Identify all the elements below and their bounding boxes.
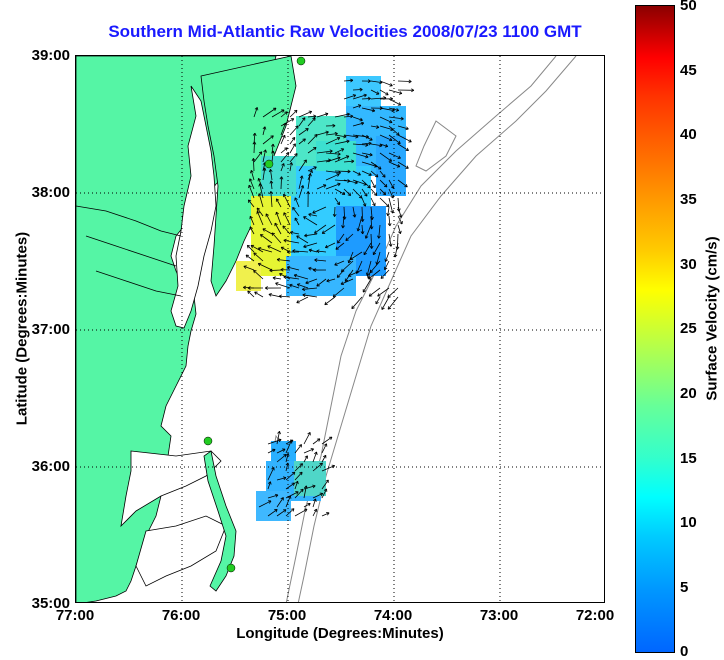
velocity-arrow	[325, 297, 335, 305]
colorbar-tick-label: 35	[680, 191, 697, 208]
y-tick-label: 37:00	[0, 321, 70, 338]
y-tick-label: 36:00	[0, 458, 70, 475]
velocity-arrow	[363, 279, 371, 292]
x-tick-label: 76:00	[151, 607, 211, 624]
colorbar	[635, 5, 675, 653]
velocity-arrow	[378, 288, 389, 296]
velocity-arrow	[388, 288, 398, 297]
colorbar-tick-label: 20	[680, 385, 697, 402]
velocity-arrow	[398, 81, 411, 82]
station-marker	[204, 437, 212, 445]
colorbar-tick-label: 15	[680, 450, 697, 467]
velocity-arrow	[297, 297, 308, 303]
colorbar-label: Surface Velocity (cm/s)	[704, 199, 721, 439]
y-axis-label: Latitude (Degrees:Minutes)	[14, 179, 31, 479]
colorbar-tick-label: 10	[680, 514, 697, 531]
velocity-arrow	[371, 189, 377, 196]
colorbar-tick-label: 45	[680, 62, 697, 79]
velocity-arrow	[380, 198, 389, 207]
colorbar-tick-label: 40	[680, 126, 697, 143]
velocity-arrow	[248, 291, 254, 297]
x-axis-label: Longitude (Degrees:Minutes)	[75, 625, 605, 642]
x-tick-label: 74:00	[363, 607, 423, 624]
x-tick-label: 73:00	[469, 607, 529, 624]
velocity-arrow	[388, 297, 398, 309]
colorbar-tick-label: 5	[680, 579, 688, 596]
velocity-arrow	[281, 177, 282, 189]
velocity-arrow	[335, 171, 350, 172]
velocity-arrow	[389, 99, 401, 105]
map-canvas	[76, 56, 605, 603]
velocity-arrow	[322, 437, 332, 444]
velocity-arrow	[304, 432, 310, 444]
bathymetry-contour-3	[416, 121, 456, 171]
colorbar-tick-label: 0	[680, 643, 688, 660]
map-plot-area	[75, 55, 605, 603]
velocity-arrow	[290, 110, 297, 117]
colorbar-tick-label: 30	[680, 256, 697, 273]
y-tick-label: 39:00	[0, 47, 70, 64]
station-marker	[265, 160, 273, 168]
x-tick-label: 75:00	[257, 607, 317, 624]
x-tick-label: 72:00	[565, 607, 625, 624]
colorbar-tick-label: 50	[680, 0, 697, 14]
velocity-arrow	[295, 509, 307, 516]
station-marker	[297, 57, 305, 65]
velocity-arrow	[254, 142, 255, 153]
y-tick-label: 38:00	[0, 184, 70, 201]
station-marker	[227, 564, 235, 572]
chart-title: Southern Mid-Atlantic Raw Velocities 200…	[60, 22, 630, 42]
colorbar-tick-label: 25	[680, 320, 697, 337]
velocity-arrow	[290, 144, 295, 153]
x-tick-label: 77:00	[45, 607, 105, 624]
